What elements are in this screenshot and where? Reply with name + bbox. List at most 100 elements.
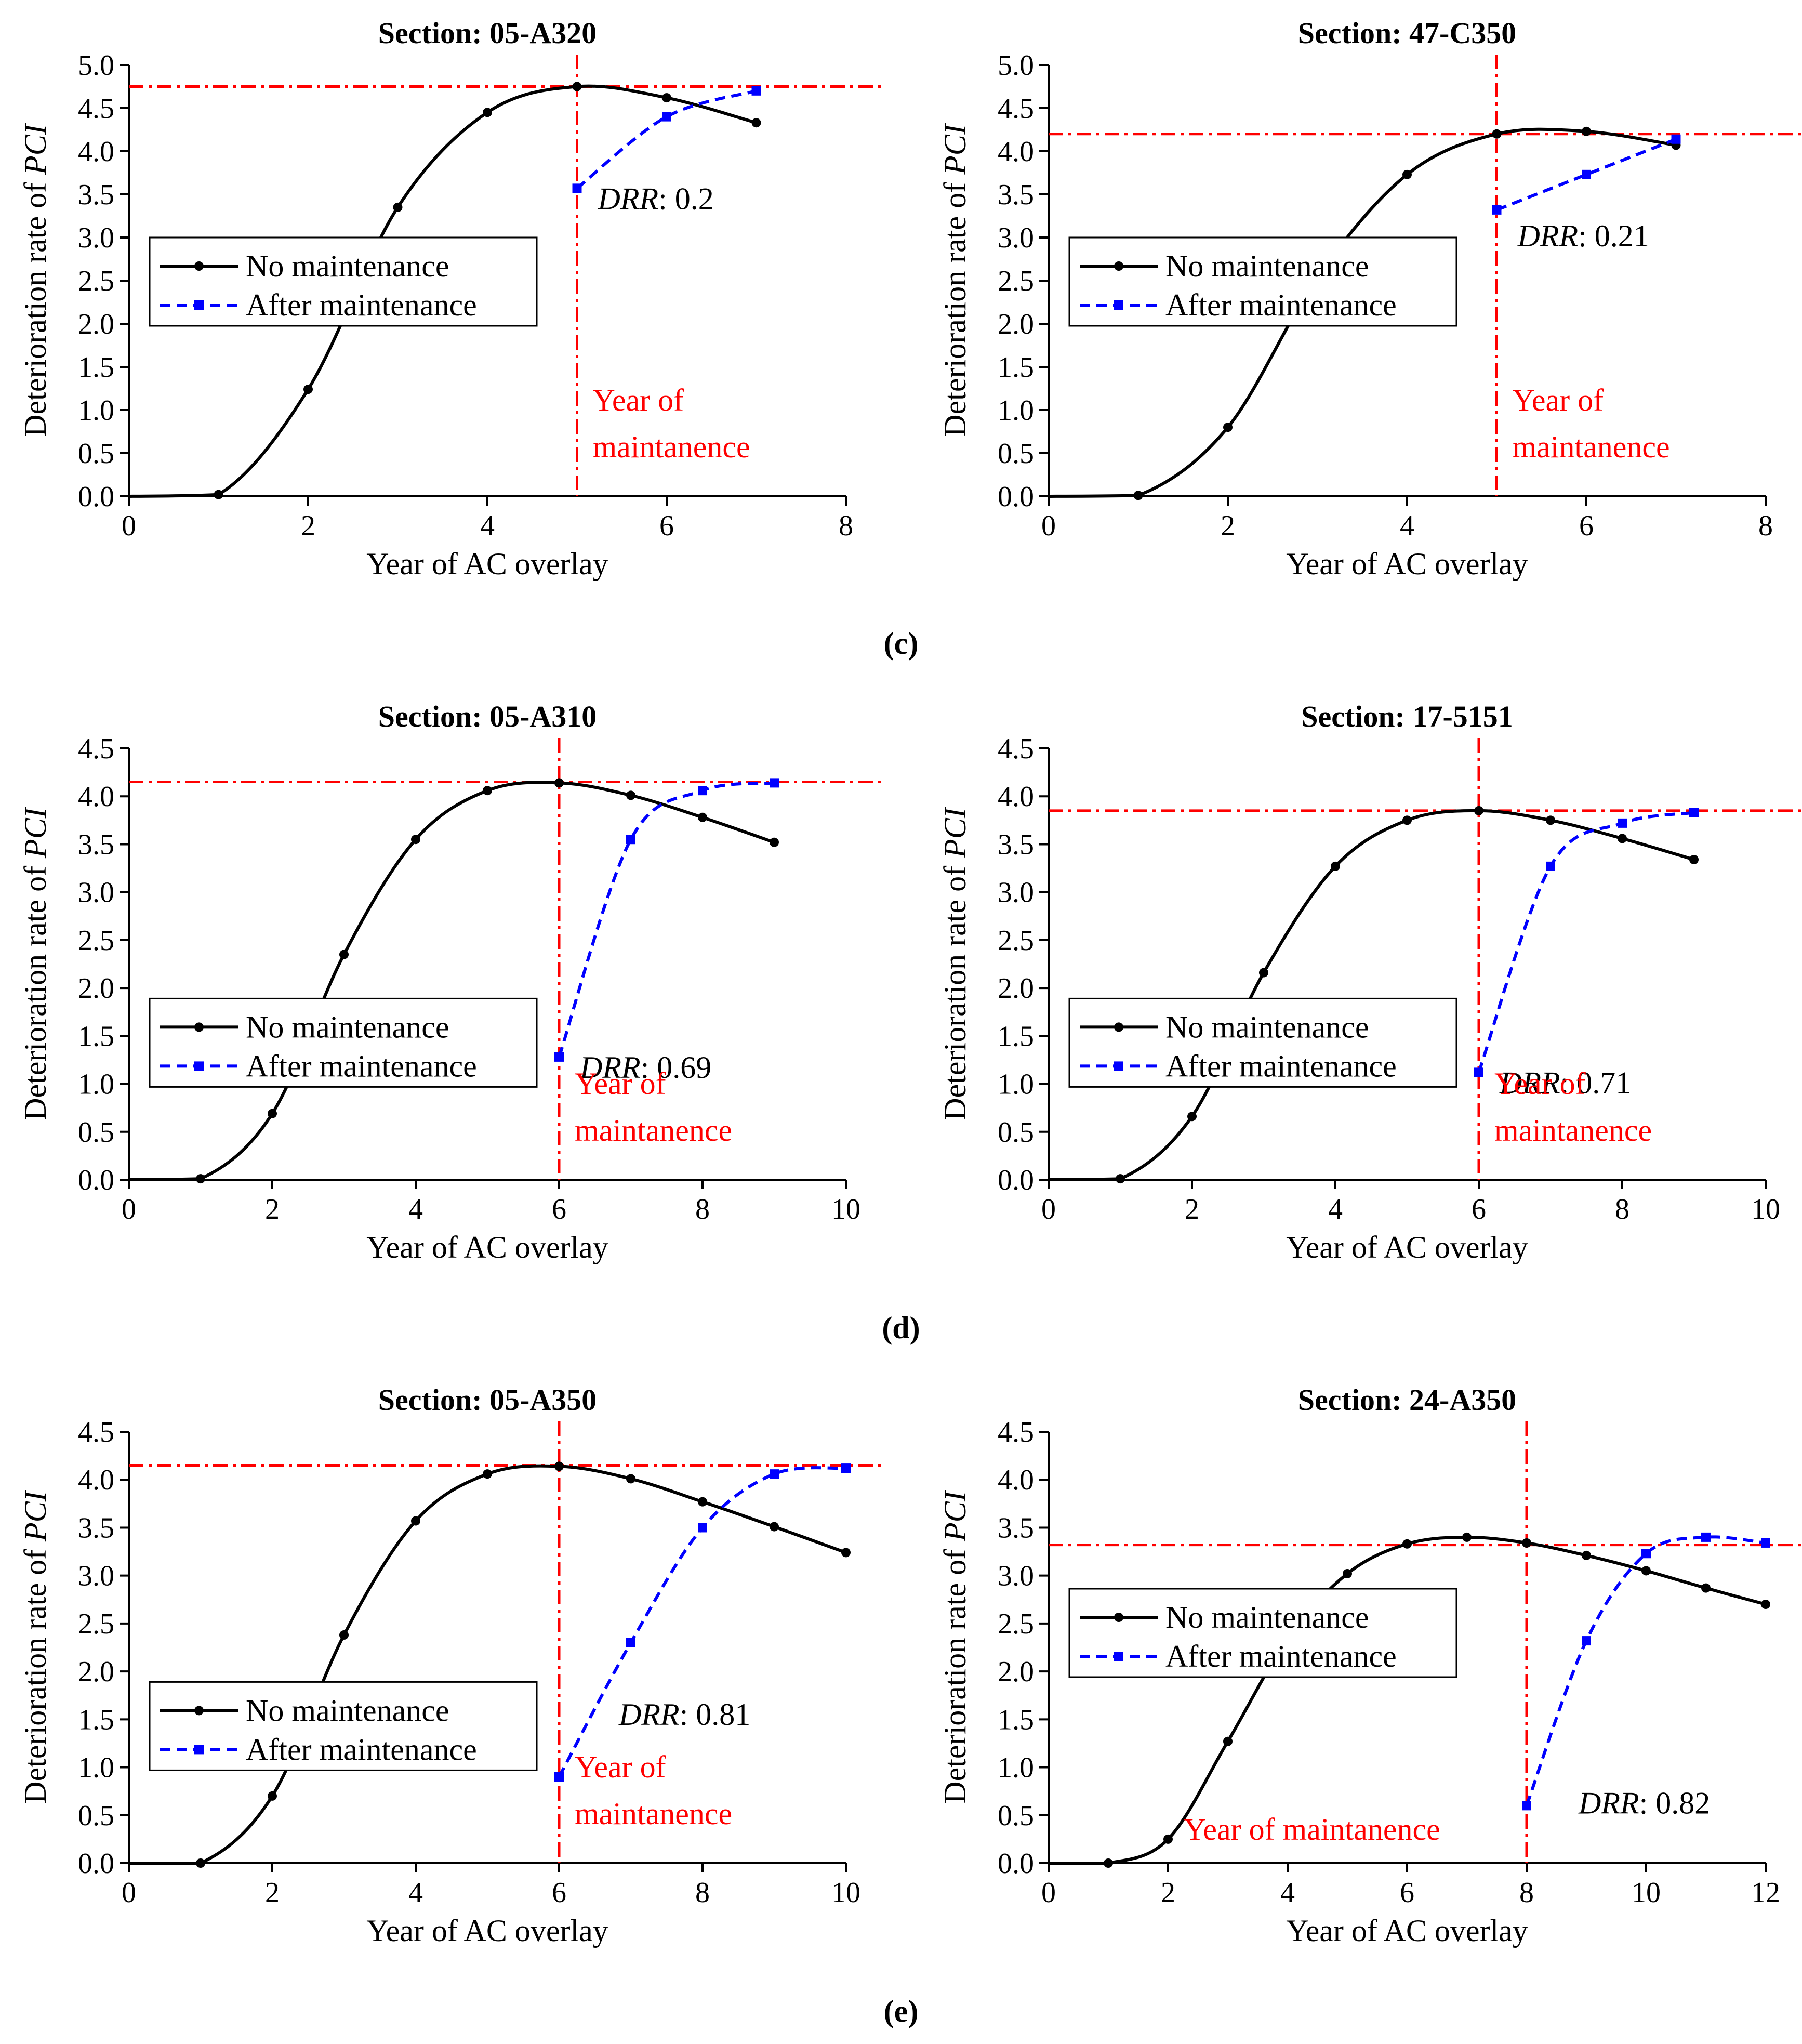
- chart-panel-c-right: Section: 47-C350 0 2 4 6 8 0.0 0.5 1.0 1.5 2.0 2.5 3…: [938, 16, 1802, 581]
- chart-title: Section: 05-A310: [378, 700, 597, 733]
- x-tick-label: 0: [122, 1193, 136, 1225]
- y-tick-label: 3.5: [78, 828, 114, 861]
- legend-box: [1068, 236, 1458, 327]
- x-tick-label: 4: [408, 1193, 423, 1225]
- y-tick-label: 1.0: [998, 1752, 1034, 1784]
- x-axis-label: Year of AC overlay: [1286, 1230, 1528, 1264]
- y-tick-label: 5.0: [78, 49, 114, 82]
- y-tick-label: 3.0: [78, 222, 114, 254]
- point-no-maintenance: [572, 82, 582, 91]
- point-no-maintenance: [1582, 1550, 1591, 1560]
- point-no-maintenance: [1163, 1834, 1173, 1844]
- point-after-maintenance: [626, 835, 635, 845]
- point-after-maintenance: [841, 1463, 851, 1473]
- x-tick-label: 6: [1400, 1877, 1414, 1909]
- point-no-maintenance: [411, 1516, 420, 1526]
- y-tick-label: 0.5: [998, 438, 1034, 470]
- y-tick-label: 1.5: [998, 1704, 1034, 1736]
- point-no-maintenance: [483, 1469, 492, 1479]
- y-tick-label: 4.5: [998, 733, 1034, 765]
- y-tick-label: 3.0: [998, 222, 1034, 254]
- point-no-maintenance: [751, 118, 761, 128]
- legend-label-no-maintenance: No maintenance: [1165, 249, 1369, 283]
- y-tick-label: 1.0: [998, 394, 1034, 427]
- y-tick-label: 0.5: [998, 1116, 1034, 1149]
- y-tick-label: 4.0: [78, 1464, 114, 1496]
- legend-marker-after-maintenance: [194, 1745, 204, 1755]
- maintenance-year-label: maintanence: [1494, 1113, 1652, 1148]
- legend-label-no-maintenance: No maintenance: [1165, 1600, 1369, 1634]
- y-tick-label: 1.5: [998, 351, 1034, 384]
- point-no-maintenance: [1223, 423, 1233, 432]
- x-axis-label: Year of AC overlay: [366, 547, 608, 581]
- legend-marker-after-maintenance: [194, 1061, 204, 1071]
- point-no-maintenance: [303, 385, 313, 394]
- drr-annotation: DRR: 0.69: [579, 1050, 711, 1085]
- y-axis-label: Deterioration rate of PCI: [18, 806, 52, 1120]
- point-no-maintenance: [1462, 1532, 1472, 1542]
- point-no-maintenance: [196, 1174, 205, 1184]
- legend-label-no-maintenance: No maintenance: [246, 1693, 449, 1727]
- legend-label-after-maintenance: After maintenance: [1165, 1049, 1397, 1083]
- point-after-maintenance: [1689, 808, 1699, 817]
- x-tick-label: 12: [1751, 1877, 1780, 1909]
- y-axis-label: Deterioration rate of PCI: [18, 123, 52, 437]
- point-after-maintenance: [770, 778, 779, 788]
- x-tick-label: 8: [1615, 1193, 1629, 1225]
- x-tick-label: 8: [695, 1877, 710, 1909]
- x-tick-label: 10: [831, 1877, 860, 1909]
- chart-title: Section: 05-A350: [378, 1383, 597, 1417]
- y-tick-label: 2.5: [78, 925, 114, 957]
- y-tick-label: 4.5: [998, 93, 1034, 125]
- point-no-maintenance: [1187, 1112, 1197, 1122]
- series-line-no-maintenance: [128, 1464, 847, 1865]
- legend-label-no-maintenance: No maintenance: [246, 249, 449, 283]
- point-after-maintenance: [626, 1638, 635, 1647]
- chart-title: Section: 17-5151: [1301, 700, 1513, 733]
- x-tick-label: 4: [1328, 1193, 1343, 1225]
- maintenance-year-label: maintanence: [575, 1113, 732, 1148]
- legend-label-after-maintenance: After maintenance: [246, 288, 477, 322]
- x-tick-label: 8: [1758, 510, 1773, 542]
- point-no-maintenance: [214, 490, 223, 499]
- point-no-maintenance: [1689, 854, 1699, 864]
- x-tick-label: 8: [839, 510, 853, 542]
- point-no-maintenance: [770, 837, 779, 847]
- point-no-maintenance: [483, 786, 492, 796]
- point-no-maintenance: [1343, 1568, 1352, 1578]
- x-tick-label: 0: [122, 1877, 136, 1909]
- legend-box: [149, 1681, 538, 1771]
- y-axis-label: Deterioration rate of PCI: [938, 806, 972, 1120]
- x-tick-label: 0: [1041, 1193, 1056, 1225]
- y-tick-label: 0.0: [998, 1848, 1034, 1880]
- legend-box: [149, 236, 538, 327]
- x-tick-label: 10: [831, 1193, 860, 1225]
- point-no-maintenance: [626, 1474, 635, 1484]
- point-after-maintenance: [1492, 205, 1502, 215]
- x-tick-label: 8: [1519, 1877, 1534, 1909]
- y-axis-label: Deterioration rate of PCI: [938, 1489, 972, 1803]
- legend-label-after-maintenance: After maintenance: [1165, 288, 1397, 322]
- legend-marker-no-maintenance: [1114, 261, 1123, 271]
- y-tick-label: 4.0: [78, 781, 114, 813]
- point-no-maintenance: [268, 1109, 277, 1118]
- figure-label-d: (d): [882, 1311, 920, 1345]
- y-tick-label: 4.5: [998, 1416, 1034, 1448]
- point-no-maintenance: [662, 93, 671, 103]
- y-tick-label: 4.5: [78, 1416, 114, 1448]
- y-tick-label: 4.5: [78, 93, 114, 125]
- point-no-maintenance: [411, 835, 420, 845]
- point-no-maintenance: [1474, 806, 1483, 815]
- drr-annotation: DRR: 0.2: [598, 181, 714, 216]
- y-tick-label: 3.5: [998, 828, 1034, 861]
- y-tick-label: 3.5: [998, 1512, 1034, 1544]
- point-after-maintenance: [554, 1772, 564, 1782]
- chart-title: Section: 24-A350: [1298, 1383, 1516, 1417]
- point-no-maintenance: [698, 1497, 707, 1507]
- point-no-maintenance: [268, 1791, 277, 1801]
- y-tick-label: 3.5: [78, 179, 114, 211]
- point-no-maintenance: [1223, 1736, 1233, 1746]
- legend-box: [149, 997, 538, 1088]
- y-tick-label: 2.0: [78, 1656, 114, 1688]
- x-tick-label: 2: [301, 510, 315, 542]
